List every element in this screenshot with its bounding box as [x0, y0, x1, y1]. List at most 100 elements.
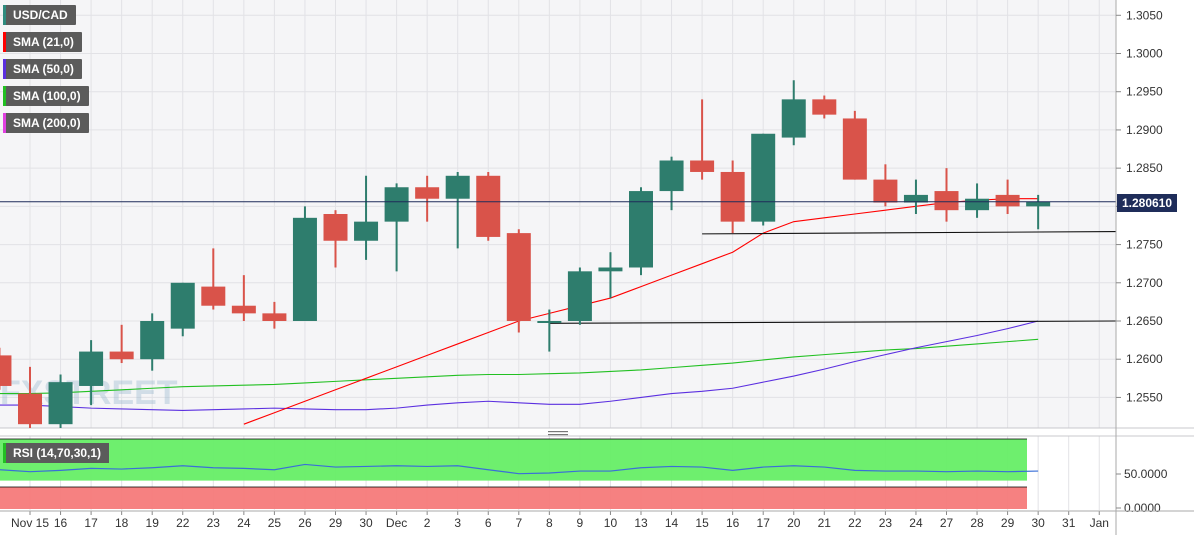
x-tick-label: 23	[207, 516, 221, 530]
current-price-tag: 1.280610	[1117, 194, 1177, 212]
candle	[598, 252, 623, 299]
sma-100-line	[0, 338, 1039, 395]
x-tick-label: 26	[298, 516, 312, 530]
y-tick-label: 1.2750	[1126, 238, 1163, 252]
legend-item[interactable]: SMA (21,0)	[3, 32, 82, 52]
price-axis: 1.25501.26001.26501.27001.27501.28001.28…	[1115, 0, 1163, 535]
candle	[537, 309, 562, 352]
candle-body	[79, 351, 104, 386]
candle	[812, 95, 837, 119]
rsi-tick-label: 0.0000	[1124, 501, 1161, 515]
x-tick-label: Nov 15	[11, 516, 49, 530]
x-tick-label: 24	[237, 516, 251, 530]
x-tick-label: 3	[454, 516, 461, 530]
candle-body	[506, 233, 531, 321]
candle-body	[415, 187, 440, 199]
x-tick-label: 15	[695, 516, 709, 530]
candle-body	[1026, 201, 1051, 207]
legend-swatch	[3, 32, 6, 52]
candle	[231, 275, 256, 321]
x-tick-label: 19	[146, 516, 160, 530]
rsi-line	[0, 463, 1039, 475]
x-tick-label: 16	[54, 516, 68, 530]
legend-item[interactable]: USD/CAD	[3, 5, 76, 25]
x-tick-label: 31	[1062, 516, 1076, 530]
x-tick-label: 27	[940, 516, 954, 530]
candle	[567, 267, 592, 325]
y-tick-label: 1.3000	[1126, 47, 1163, 61]
candle-body	[292, 217, 317, 321]
x-tick-label: 29	[1001, 516, 1015, 530]
rsi-oversold-zone	[0, 487, 1027, 509]
candle-body	[262, 313, 287, 321]
x-tick-label: Dec	[386, 516, 407, 530]
y-tick-label: 1.2900	[1126, 123, 1163, 137]
legend-item[interactable]: SMA (50,0)	[3, 59, 82, 79]
candle-body	[0, 355, 12, 386]
x-tick-label: 14	[665, 516, 679, 530]
candle-body	[781, 99, 806, 138]
legend-label: SMA (100,0)	[13, 89, 81, 103]
candle	[415, 175, 440, 222]
candle-body	[18, 393, 42, 425]
x-tick-label: 20	[787, 516, 801, 530]
candle	[873, 164, 898, 207]
candle	[201, 248, 226, 310]
y-tick-label: 1.2700	[1126, 276, 1163, 290]
legend-swatch	[3, 5, 6, 25]
candle-body	[934, 191, 959, 211]
candle-body	[903, 194, 928, 203]
candle-body	[170, 282, 195, 329]
y-tick-label: 1.2950	[1126, 85, 1163, 99]
x-tick-label: 30	[359, 516, 373, 530]
candle	[18, 366, 42, 428]
candles	[0, 80, 1051, 428]
x-tick-label: 17	[84, 516, 98, 530]
sma-50-line	[0, 320, 1039, 411]
x-tick-label: 6	[485, 516, 492, 530]
x-tick-label: Jan	[1090, 516, 1109, 530]
trendline	[702, 231, 1117, 235]
candle	[903, 179, 928, 214]
trendlines	[549, 231, 1117, 324]
rsi-legend: RSI (14,70,30,1)	[3, 443, 110, 463]
y-tick-label: 1.2600	[1126, 352, 1163, 366]
x-tick-label: 10	[604, 516, 618, 530]
legend-label: SMA (200,0)	[13, 116, 81, 130]
candle-body	[842, 118, 867, 180]
legend-item[interactable]: SMA (100,0)	[3, 86, 89, 106]
candle	[354, 175, 379, 260]
sma-lines	[0, 198, 1039, 425]
x-tick-label: 8	[546, 516, 553, 530]
candle-body	[965, 198, 990, 211]
legend-swatch	[3, 113, 6, 133]
candle-body	[476, 175, 501, 237]
candle	[629, 187, 653, 276]
y-tick-label: 1.2550	[1126, 390, 1163, 404]
chart-grid	[0, 0, 1194, 510]
candle-body	[812, 99, 837, 115]
candle-body	[354, 221, 379, 241]
candle	[781, 80, 806, 146]
candle-body	[201, 286, 226, 306]
candle-body	[995, 194, 1020, 207]
candle-body	[231, 305, 256, 314]
x-tick-label: 25	[268, 516, 282, 530]
candle	[140, 313, 165, 371]
panel-resize-handle[interactable]	[548, 431, 568, 436]
y-tick-label: 1.3050	[1126, 8, 1163, 22]
x-tick-label: 30	[1031, 516, 1045, 530]
legend-item[interactable]: SMA (200,0)	[3, 113, 89, 133]
x-tick-label: 7	[515, 516, 522, 530]
date-axis: Nov 15 16 17 18 19 22 23 24 25 26 29 30 Dec 2 3 6 7 8 9 10 1…	[0, 510, 1194, 530]
candle	[720, 160, 745, 234]
candle-body	[109, 351, 134, 360]
legend-label: SMA (50,0)	[13, 62, 74, 76]
candle-body	[140, 321, 165, 360]
candle	[292, 206, 317, 321]
y-tick-label: 1.2850	[1126, 161, 1163, 175]
candle-body	[384, 187, 409, 222]
candle	[170, 282, 195, 337]
candle-body	[873, 179, 898, 203]
